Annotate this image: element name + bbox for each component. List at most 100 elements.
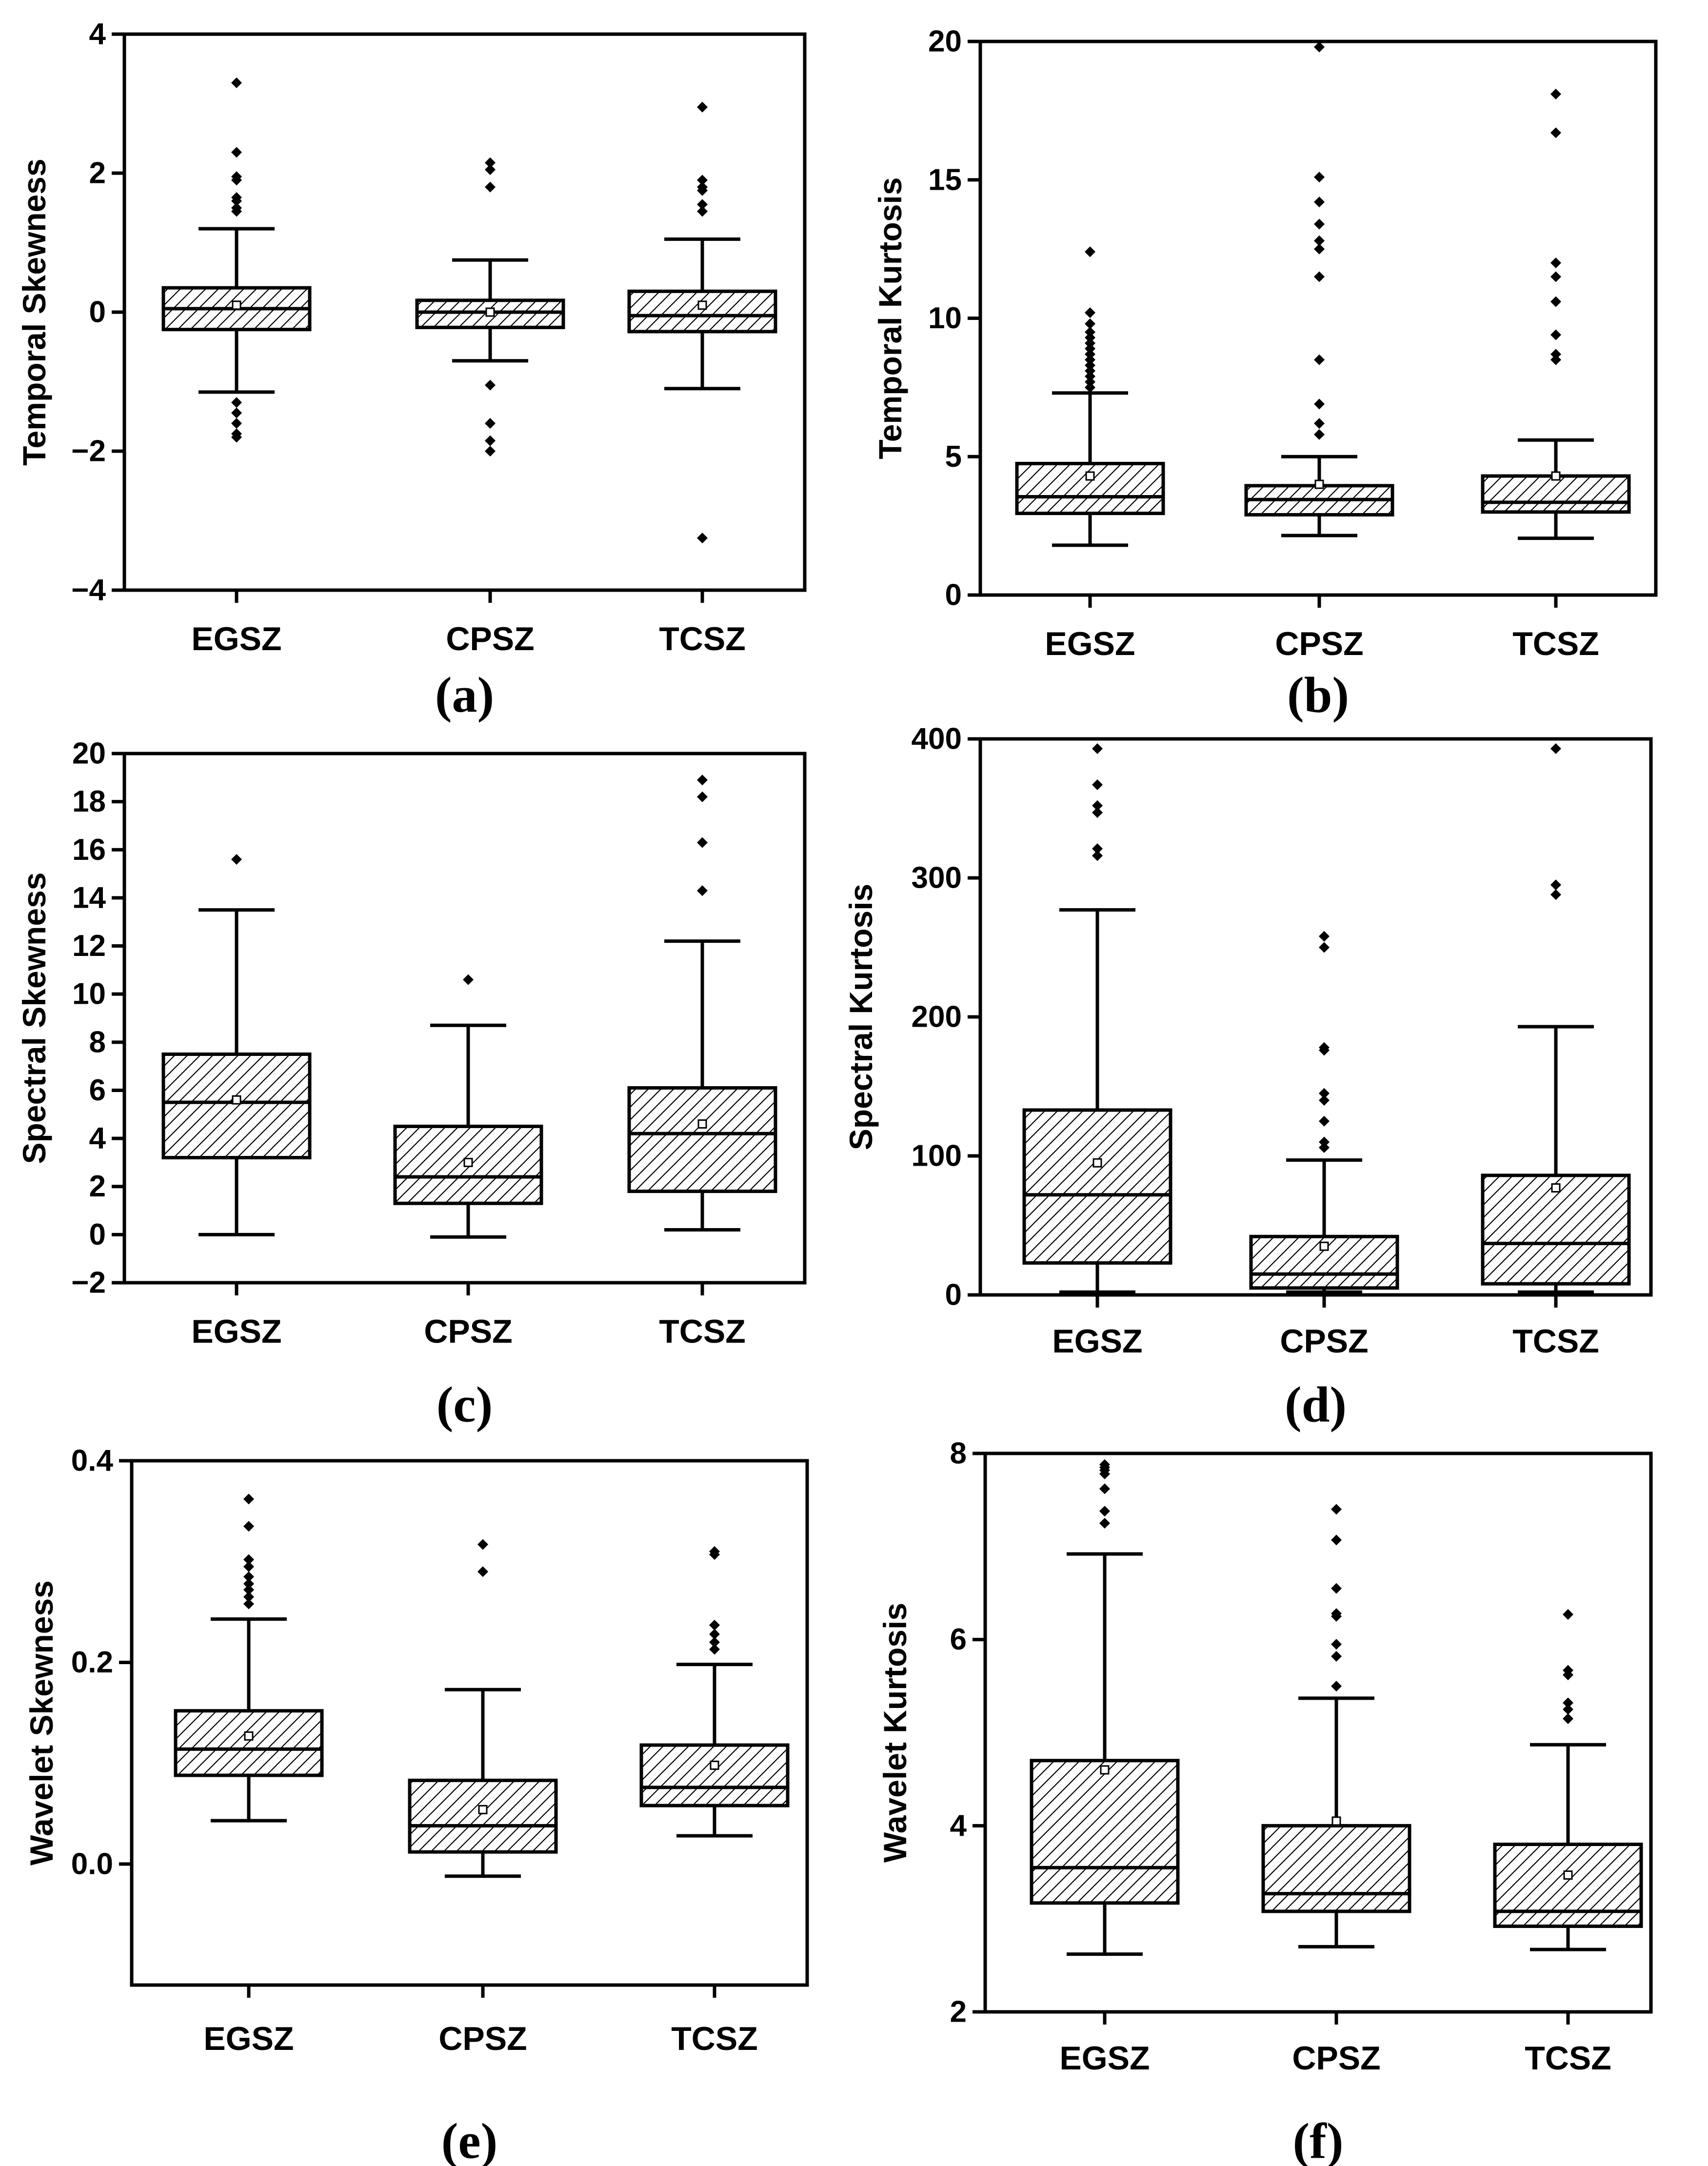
outlier-point (1331, 1639, 1342, 1650)
mean-marker (1085, 471, 1095, 481)
outlier-point (697, 175, 708, 186)
outlier-point (1085, 318, 1095, 329)
outlier-point (243, 1591, 254, 1603)
iqr-box (1015, 461, 1165, 516)
y-tick-label: 0.4 (71, 1444, 114, 1478)
outlier-point (1314, 172, 1325, 183)
outlier-point (1085, 371, 1095, 382)
x-category-label: EGSZ (1059, 2040, 1150, 2077)
panel-label: (f) (1293, 2113, 1344, 2166)
iqr-box (1022, 1108, 1172, 1265)
outlier-point (1319, 931, 1330, 942)
iqr-box (639, 1743, 790, 1808)
y-tick-label: 5 (945, 440, 962, 474)
y-tick-label: 400 (912, 722, 962, 756)
y-axis-label: Spectral Skewness (16, 873, 52, 1164)
outlier-point (1550, 296, 1561, 307)
outlier-point (697, 185, 708, 196)
y-tick-label: 10 (72, 977, 106, 1011)
outlier-point (1085, 326, 1095, 338)
outlier-point (243, 1584, 254, 1595)
y-tick-label: 0 (945, 578, 962, 612)
x-category-label: CPSZ (446, 620, 534, 657)
outlier-point (1563, 1713, 1573, 1724)
y-tick-label: 15 (928, 163, 962, 197)
outlier-point (1331, 1504, 1342, 1515)
outlier-point (231, 397, 242, 408)
outlier-point (485, 157, 496, 168)
y-tick-label: 300 (912, 861, 962, 895)
outlier-point (1319, 942, 1330, 953)
outlier-point (485, 418, 496, 429)
outlier-point (1085, 338, 1095, 349)
mean-marker (232, 1095, 241, 1105)
y-tick-label: 4 (89, 1122, 106, 1155)
chart-panel-2: 0 5 10 15 20 Temporal Kurtosis EGSZ CPSZ TCSZ (b) (872, 25, 1658, 723)
y-tick-label: 2 (950, 1995, 967, 2029)
outlier-point (231, 206, 242, 217)
outlier-point (1099, 1518, 1110, 1529)
box-tcsz: TCSZ (639, 1546, 790, 2057)
outlier-point (243, 1598, 254, 1610)
y-tick-label: 0 (945, 1278, 962, 1312)
outlier-point (1085, 343, 1095, 354)
x-category-label: CPSZ (1292, 2040, 1380, 2077)
outlier-point (1085, 349, 1095, 360)
outlier-point (709, 1637, 720, 1648)
y-tick-label: 100 (912, 1139, 962, 1173)
outlier-point (1099, 1506, 1110, 1517)
outlier-point (1099, 1483, 1110, 1494)
outlier-point (1314, 418, 1325, 429)
outlier-point (697, 533, 708, 544)
outlier-point (1319, 1142, 1330, 1153)
box-tcsz: TCSZ (1493, 1609, 1643, 2077)
outlier-point (1314, 271, 1325, 282)
y-tick-label: −2 (71, 435, 106, 468)
mean-marker (1563, 1870, 1573, 1880)
y-axis-label: Spectral Kurtosis (843, 884, 879, 1151)
box-tcsz: TCSZ (1481, 88, 1631, 662)
plot-frame (122, 752, 807, 1285)
box-cpsz: CPSZ (1244, 41, 1394, 662)
y-tick-label: 20 (928, 25, 962, 59)
outlier-point (485, 181, 496, 193)
plot-frame (130, 1459, 809, 1987)
y-axis-label: Temporal Skewness (16, 159, 52, 466)
y-tick-label: 6 (950, 1623, 967, 1656)
outlier-point (1092, 779, 1103, 791)
outlier-point (1319, 1136, 1330, 1148)
outlier-point (1563, 1669, 1573, 1681)
x-category-label: TCSZ (1512, 1323, 1599, 1360)
mean-marker (485, 307, 495, 317)
box-cpsz: CPSZ (1261, 1504, 1411, 2077)
outlier-point (231, 407, 242, 418)
x-category-label: CPSZ (1275, 625, 1363, 662)
mean-marker (1092, 1158, 1102, 1168)
outlier-point (697, 775, 708, 786)
chart-panel-6: 2 4 6 8 Wavelet Kurtosis EGSZ CPSZ TCSZ (f) (877, 1437, 1653, 2166)
outlier-point (1092, 743, 1103, 754)
y-tick-label: 200 (912, 1000, 962, 1034)
outlier-point (243, 1571, 254, 1582)
y-tick-label: 14 (72, 881, 106, 914)
y-tick-label: 4 (950, 1809, 967, 1843)
plot-frame (983, 1451, 1653, 2014)
outlier-point (709, 1629, 720, 1640)
y-tick-label: 8 (950, 1437, 967, 1470)
box-cpsz: CPSZ (408, 1539, 558, 2057)
outlier-point (1331, 1534, 1342, 1546)
outlier-point (697, 199, 708, 210)
outlier-point (1319, 1045, 1330, 1056)
x-category-label: EGSZ (203, 2020, 294, 2057)
iqr-box (627, 289, 777, 334)
outlier-point (709, 1619, 720, 1630)
x-category-label: TCSZ (659, 620, 746, 657)
chart-panel-5: 0.0 0.2 0.4 Wavelet Skewness EGSZ CPSZ TCSZ (e) (23, 1444, 809, 2166)
x-category-label: CPSZ (424, 1313, 512, 1350)
y-tick-label: 0 (89, 296, 106, 329)
outlier-point (1550, 879, 1561, 891)
mean-marker (697, 300, 707, 310)
outlier-point (231, 147, 242, 158)
mean-marker (463, 1157, 473, 1167)
outlier-point (1314, 354, 1325, 365)
